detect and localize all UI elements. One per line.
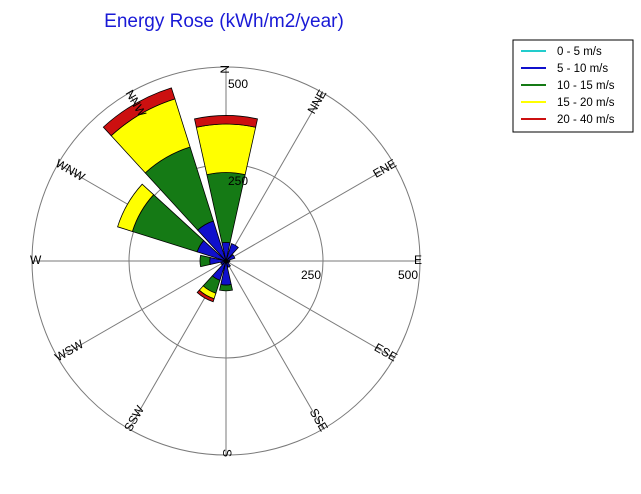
legend-label-2: 10 - 15 m/s bbox=[557, 80, 615, 92]
direction-label-sse: SSE bbox=[307, 406, 331, 434]
petal-w-2 bbox=[199, 254, 211, 268]
spoke-ene bbox=[225, 163, 395, 262]
spoke-wsw bbox=[57, 260, 227, 359]
spoke-sse bbox=[225, 260, 324, 430]
direction-label-s: S bbox=[220, 449, 234, 457]
legend-label-3: 15 - 20 m/s bbox=[557, 97, 615, 109]
legend-label-0: 0 - 5 m/s bbox=[557, 46, 602, 58]
ring-label-e-250: 250 bbox=[301, 268, 321, 282]
ring-labels: 250 250 500 500 bbox=[228, 77, 418, 282]
legend-label-4: 20 - 40 m/s bbox=[557, 114, 615, 126]
chart-title: Energy Rose (kWh/m2/year) bbox=[104, 11, 344, 32]
petal-nnw-4 bbox=[102, 87, 176, 137]
rose-petals bbox=[102, 87, 258, 303]
legend: 0 - 5 m/s 5 - 10 m/s 10 - 15 m/s 15 - 20 m/… bbox=[512, 39, 634, 133]
direction-label-wnw: WNW bbox=[53, 156, 88, 184]
direction-label-ssw: SSW bbox=[121, 403, 147, 434]
ring-label-n-500: 500 bbox=[228, 77, 248, 91]
direction-label-ene: ENE bbox=[370, 156, 398, 180]
direction-label-w: W bbox=[30, 253, 42, 267]
direction-label-ese: ESE bbox=[372, 340, 400, 364]
petal-n-4 bbox=[194, 115, 258, 128]
ring-label-e-500: 500 bbox=[398, 268, 418, 282]
direction-label-wsw: WSW bbox=[52, 337, 86, 365]
spoke-nne bbox=[225, 92, 324, 262]
legend-label-1: 5 - 10 m/s bbox=[557, 63, 608, 75]
petal-n-3 bbox=[195, 123, 257, 176]
direction-label-n: N bbox=[218, 65, 232, 74]
direction-label-e: E bbox=[414, 253, 422, 267]
spoke-ese bbox=[225, 260, 395, 359]
petal-ssw-4 bbox=[196, 289, 215, 303]
petal-wnw-3 bbox=[117, 183, 155, 232]
petal-s-2 bbox=[219, 284, 233, 292]
direction-label-nne: NNE bbox=[305, 87, 330, 116]
ring-label-n-250: 250 bbox=[228, 174, 248, 188]
